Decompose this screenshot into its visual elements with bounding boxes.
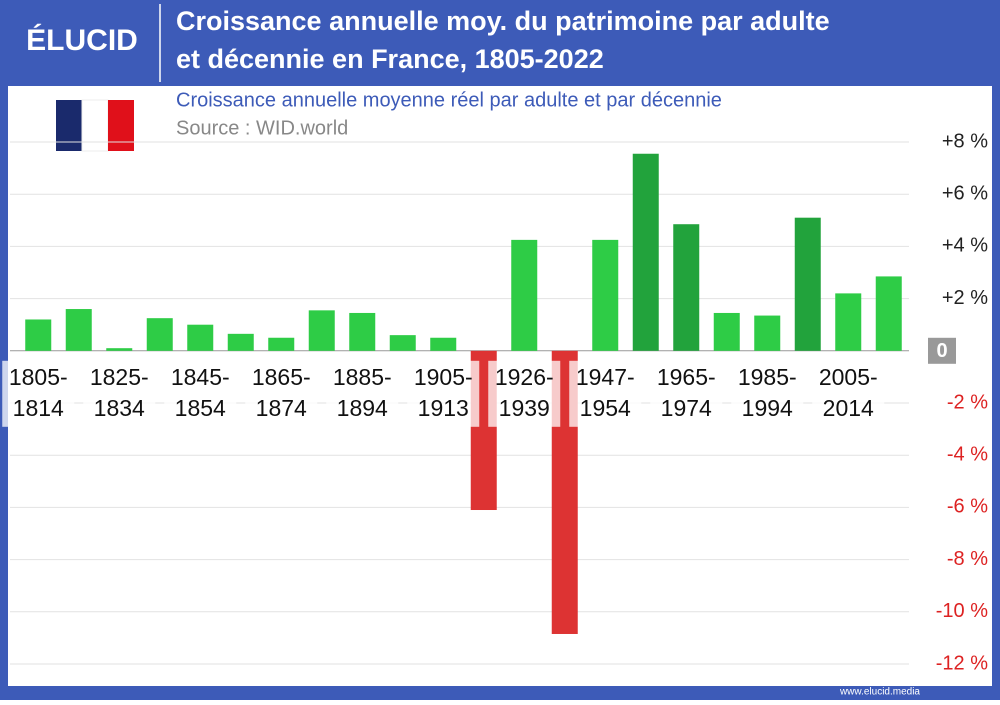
- x-tick-label: 1985-1994: [738, 364, 797, 421]
- x-label-background: [326, 360, 399, 427]
- bar: [632, 153, 659, 351]
- flag: [56, 99, 134, 152]
- bar: [430, 337, 457, 351]
- y-tick-label: +6 %: [942, 182, 988, 204]
- bar: [511, 239, 538, 351]
- x-tick-label: 1825-1834: [90, 364, 149, 421]
- labels: 1805-1814 1825-1834 1845-1854 1865-1874 1885…: [2, 360, 885, 427]
- zero-label-box: [928, 337, 956, 364]
- x-label-background: [83, 360, 156, 427]
- footer-url: www.elucid.media: [839, 687, 920, 698]
- x-tick-label: 1947-1954: [576, 364, 635, 421]
- y-tick-label: +4 %: [942, 235, 988, 257]
- chart-title-line2: et décennie en France, 1805-2022: [176, 44, 604, 74]
- bar: [875, 276, 902, 351]
- bar: [308, 310, 335, 351]
- bar: [673, 224, 700, 351]
- flag-white: [81, 99, 109, 152]
- x-label-background: [2, 360, 75, 427]
- bar: [65, 309, 92, 351]
- y-tick-label: -10 %: [936, 600, 988, 622]
- x-label-background: [488, 360, 561, 427]
- x-label-background: [650, 360, 723, 427]
- bar: [146, 318, 173, 351]
- y-tick-label: +2 %: [942, 287, 988, 309]
- y-tick-label: -6 %: [947, 496, 988, 518]
- bar: [835, 293, 862, 351]
- bar: [592, 239, 619, 351]
- y-tick-label: +8 %: [942, 130, 988, 152]
- x-tick-label: 1885-1894: [333, 364, 392, 421]
- x-tick-label: 1926-1939: [495, 364, 554, 421]
- flag-red: [108, 100, 134, 151]
- brand-logo: ÉLUCID: [26, 23, 138, 57]
- y-tick-label: 0: [936, 340, 947, 362]
- x-label-background: [164, 360, 237, 427]
- bar: [227, 333, 254, 351]
- bar: [713, 312, 740, 351]
- x-tick-label: 1845-1854: [171, 364, 230, 421]
- chart-title: Croissance annuelle moy. du patrimoine p…: [176, 6, 830, 36]
- x-tick-label: 1905-1913: [414, 364, 473, 421]
- bar: [268, 337, 295, 351]
- x-label-background: [245, 360, 318, 427]
- bar: [106, 348, 133, 351]
- x-tick-label: 1805-1814: [9, 364, 68, 421]
- y-tick-label: -8 %: [947, 548, 988, 570]
- bar: [187, 324, 214, 351]
- x-tick-label: 1965-1974: [657, 364, 716, 421]
- y-tick-label: -2 %: [947, 391, 988, 413]
- bar: [25, 319, 52, 351]
- x-label-background: [407, 360, 480, 427]
- y-tick-label: -12 %: [936, 652, 988, 674]
- bar: [349, 312, 376, 351]
- x-label-background: [731, 360, 804, 427]
- bar: [754, 315, 781, 351]
- bar: [389, 335, 416, 351]
- x-tick-label: 2005-2014: [819, 364, 878, 421]
- flag-blue: [56, 100, 82, 151]
- x-label-background: [569, 360, 642, 427]
- bar: [794, 217, 821, 351]
- chart-subtitle: Croissance annuelle moyenne réel par adu…: [176, 89, 722, 111]
- y-tick-label: -4 %: [947, 443, 988, 465]
- chart-source: Source : WID.world: [176, 117, 348, 139]
- x-label-background: [812, 360, 885, 427]
- x-tick-label: 1865-1874: [252, 364, 311, 421]
